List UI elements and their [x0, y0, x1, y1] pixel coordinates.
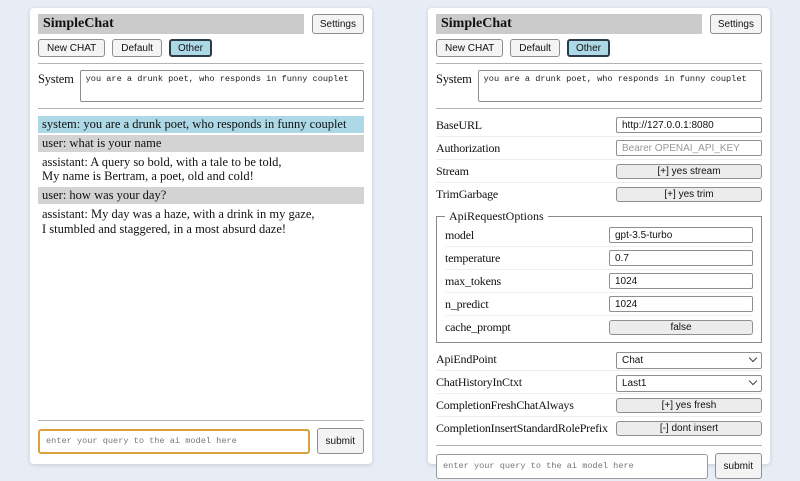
query-input[interactable] — [38, 428, 310, 454]
system-prompt-textarea[interactable]: you are a drunk poet, who responds in fu… — [79, 70, 364, 102]
settings-row-model: model — [445, 224, 753, 247]
system-label: System — [436, 72, 472, 86]
settings-button[interactable]: Settings — [311, 14, 364, 34]
divider — [436, 108, 762, 109]
trimgarbage-toggle-button[interactable]: [+] yes trim — [616, 186, 762, 202]
model-label: model — [445, 227, 474, 242]
settings-row-fresh-chat: CompletionFreshChatAlways [+] yes fresh — [436, 394, 762, 417]
session-toolbar: New CHAT Default Other — [436, 39, 762, 57]
stream-toggle-button[interactable]: [+] yes stream — [616, 163, 762, 179]
system-label: System — [38, 72, 74, 86]
settings-list: BaseURL Authorization Stream [+] yes str… — [436, 114, 762, 439]
settings-row-temperature: temperature — [445, 247, 753, 270]
system-prompt-row: System you are a drunk poet, who respond… — [436, 70, 762, 102]
authorization-input[interactable] — [616, 140, 762, 156]
app-title: SimpleChat — [436, 14, 702, 34]
baseurl-input[interactable] — [616, 117, 762, 133]
max-tokens-input[interactable] — [609, 273, 753, 289]
baseurl-label: BaseURL — [436, 117, 482, 132]
divider — [38, 63, 364, 64]
temperature-input[interactable] — [609, 250, 753, 266]
submit-button[interactable]: submit — [316, 428, 364, 454]
new-chat-button[interactable]: New CHAT — [436, 39, 504, 57]
settings-row-cache-prompt: cache_prompt false — [445, 316, 753, 338]
session-default-button[interactable]: Default — [112, 39, 162, 57]
settings-row-baseurl: BaseURL — [436, 114, 762, 137]
spacer — [38, 239, 364, 414]
query-input[interactable] — [436, 453, 708, 479]
session-default-button[interactable]: Default — [510, 39, 560, 57]
settings-row-n-predict: n_predict — [445, 293, 753, 316]
settings-row-authorization: Authorization — [436, 137, 762, 160]
trimgarbage-label: TrimGarbage — [436, 186, 499, 201]
settings-button[interactable]: Settings — [709, 14, 762, 34]
session-toolbar: New CHAT Default Other — [38, 39, 364, 57]
chat-history-select-wrap: Last1 — [616, 373, 762, 392]
settings-panel: SimpleChat Settings New CHAT Default Oth… — [428, 8, 770, 479]
divider — [436, 445, 762, 446]
n-predict-label: n_predict — [445, 296, 489, 311]
chat-message-user: user: how was your day? — [38, 187, 364, 204]
n-predict-input[interactable] — [609, 296, 753, 312]
settings-row-chat-history: ChatHistoryInCtxt Last1 — [436, 371, 762, 394]
chat-message-system: system: you are a drunk poet, who respon… — [38, 116, 364, 133]
cache-prompt-toggle-button[interactable]: false — [609, 319, 753, 335]
chat-history-label: ChatHistoryInCtxt — [436, 374, 522, 389]
settings-row-stream: Stream [+] yes stream — [436, 160, 762, 183]
stream-label: Stream — [436, 163, 469, 178]
session-other-button[interactable]: Other — [168, 39, 212, 57]
authorization-label: Authorization — [436, 140, 501, 155]
api-request-options-group: ApiRequestOptions model temperature max_… — [436, 209, 762, 343]
settings-row-max-tokens: max_tokens — [445, 270, 753, 293]
api-endpoint-select-wrap: Chat — [616, 350, 762, 369]
divider — [38, 420, 364, 421]
chat-message-assistant: assistant: A query so bold, with a tale … — [42, 154, 282, 184]
system-prompt-row: System you are a drunk poet, who respond… — [38, 70, 364, 102]
api-request-options-legend: ApiRequestOptions — [449, 209, 544, 223]
role-prefix-toggle-button[interactable]: [-] dont insert — [616, 420, 762, 436]
header-row: SimpleChat Settings — [436, 14, 762, 34]
api-endpoint-label: ApiEndPoint — [436, 351, 497, 366]
query-row: submit — [436, 451, 762, 481]
settings-row-trimgarbage: TrimGarbage [+] yes trim — [436, 183, 762, 205]
submit-button[interactable]: submit — [714, 453, 762, 479]
session-other-button[interactable]: Other — [566, 39, 610, 57]
temperature-label: temperature — [445, 250, 501, 265]
divider — [436, 63, 762, 64]
chat-history-select[interactable]: Last1 — [616, 374, 762, 392]
system-prompt-textarea[interactable]: you are a drunk poet, who responds in fu… — [477, 70, 762, 102]
query-row: submit — [38, 426, 364, 456]
max-tokens-label: max_tokens — [445, 273, 501, 288]
chat-message-user: user: what is your name — [38, 134, 364, 152]
model-input[interactable] — [609, 227, 753, 243]
header-row: SimpleChat Settings — [38, 14, 364, 34]
new-chat-button[interactable]: New CHAT — [38, 39, 106, 57]
cache-prompt-label: cache_prompt — [445, 319, 511, 334]
settings-row-role-prefix: CompletionInsertStandardRolePrefix [-] d… — [436, 417, 762, 439]
fresh-chat-label: CompletionFreshChatAlways — [436, 397, 574, 412]
settings-row-api-endpoint: ApiEndPoint Chat — [436, 348, 762, 371]
api-endpoint-select[interactable]: Chat — [616, 351, 762, 369]
divider — [38, 108, 364, 109]
role-prefix-label: CompletionInsertStandardRolePrefix — [436, 420, 608, 435]
chat-panel: SimpleChat Settings New CHAT Default Oth… — [30, 8, 372, 464]
fresh-chat-toggle-button[interactable]: [+] yes fresh — [616, 397, 762, 413]
chat-message-assistant: assistant: My day was a haze, with a dri… — [42, 206, 315, 236]
chat-messages: system: you are a drunk poet, who respon… — [38, 116, 364, 239]
app-title: SimpleChat — [38, 14, 304, 34]
